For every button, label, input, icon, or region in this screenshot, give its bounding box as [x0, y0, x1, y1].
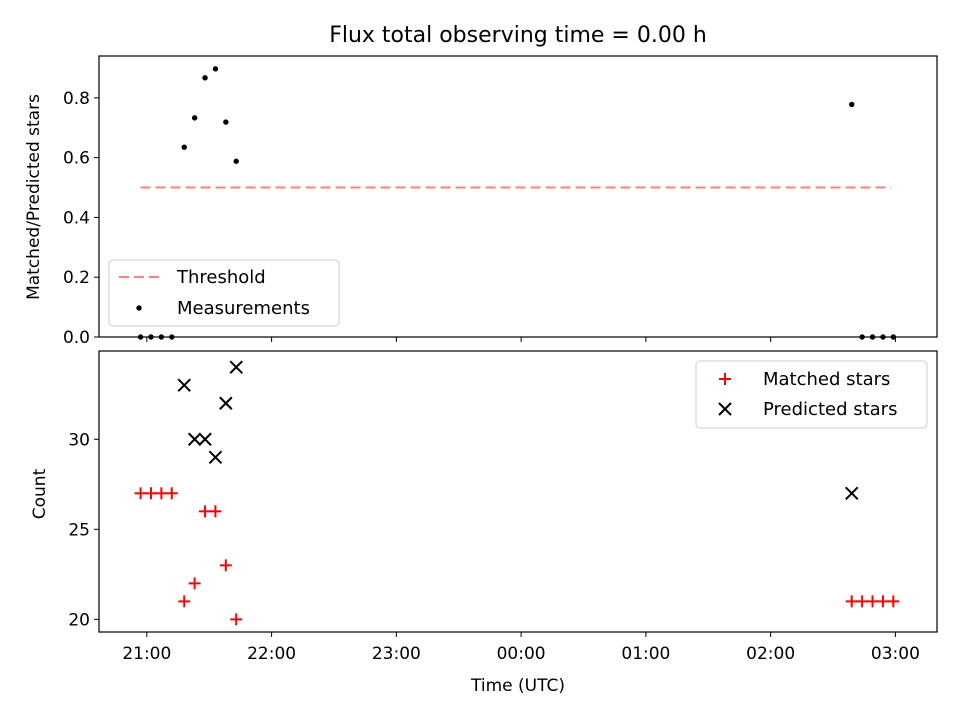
predicted-stars-point [219, 396, 233, 410]
top-y-tick-label: 0.4 [63, 208, 90, 228]
top-legend: Threshold Measurements [108, 259, 340, 327]
measurement-point [869, 334, 876, 340]
matched-stars-point [209, 505, 222, 518]
measurement-point [158, 334, 165, 340]
bottom-y-tick-label: 30 [68, 430, 90, 450]
top-x-ticks [146, 337, 896, 342]
legend-measurements-swatch [136, 305, 142, 311]
matched-stars-point [219, 559, 232, 572]
matched-stars-point [230, 613, 243, 626]
bottom-x-ticks: 21:00 22:00 23:00 00:00 01:00 02:00 03:00 [122, 632, 920, 664]
bottom-y-tick-label: 20 [68, 610, 90, 630]
measurement-point [859, 334, 865, 340]
legend-predicted-label: Predicted stars [763, 399, 897, 420]
measurement-point [148, 334, 154, 340]
x-axis-label: Time (UTC) [470, 676, 565, 696]
matched-stars-point [887, 595, 900, 608]
bottom-legend: Matched stars Predicted stars [695, 360, 928, 429]
measurement-point [181, 144, 187, 150]
measurement-point [849, 101, 855, 108]
bottom-y-tick-label: 25 [68, 520, 90, 540]
top-y-tick-label: 0.2 [63, 268, 90, 288]
legend-predicted-swatch [718, 402, 732, 416]
bottom-y-axis-label: Count [30, 468, 50, 519]
matched-stars-point [876, 595, 889, 608]
predicted-stars-point [845, 486, 859, 501]
x-tick-label: 03:00 [871, 644, 920, 664]
measurement-point [169, 334, 175, 340]
predicted-stars-point [229, 360, 243, 374]
top-y-tick-label: 0.6 [63, 149, 90, 169]
chart-title: Flux total observing time = 0.00 h [329, 23, 707, 48]
matched-stars-point [856, 595, 869, 608]
matched-stars-point [188, 577, 201, 590]
top-y-tick-label: 0.8 [63, 89, 90, 109]
bottom-legend-box [695, 360, 928, 429]
measurement-point [191, 115, 198, 121]
matched-stars-point [178, 595, 191, 608]
x-tick-label: 22:00 [247, 644, 296, 664]
matched-stars-point [144, 487, 157, 500]
top-axes-frame [98, 55, 938, 338]
top-series [137, 66, 897, 340]
x-tick-label: 21:00 [122, 644, 171, 664]
measurement-point [890, 334, 897, 340]
x-tick-label: 00:00 [497, 644, 546, 664]
legend-matched-swatch [719, 373, 731, 385]
measurement-point [137, 334, 144, 340]
bottom-series [134, 360, 900, 626]
legend-measurements-label: Measurements [177, 298, 310, 319]
matched-stars-point [845, 595, 858, 608]
top-y-axis-label: Matched/Predicted stars [24, 94, 44, 300]
matched-stars-point [155, 487, 168, 500]
x-tick-label: 23:00 [372, 644, 421, 664]
predicted-stars-point [208, 450, 223, 464]
matched-stars-point [165, 487, 178, 500]
top-legend-box [108, 259, 340, 327]
top-y-ticks: 0.0 0.2 0.4 0.6 0.8 [63, 89, 99, 348]
predicted-stars-point [187, 432, 202, 446]
measurement-point [233, 158, 239, 164]
top-y-tick-label: 0.0 [63, 328, 90, 348]
predicted-stars-point [177, 378, 191, 392]
x-tick-label: 01:00 [621, 644, 670, 664]
matched-stars-point [866, 595, 879, 608]
legend-threshold-label: Threshold [176, 267, 266, 288]
legend-matched-label: Matched stars [763, 369, 890, 390]
measurement-point [202, 75, 208, 81]
measurement-point [223, 119, 229, 125]
bottom-axes-frame [98, 350, 938, 633]
predicted-stars-point [198, 432, 212, 446]
measurement-point [212, 66, 219, 72]
x-tick-label: 02:00 [746, 644, 795, 664]
matched-stars-point [134, 487, 147, 500]
measurement-point [880, 334, 886, 340]
bottom-y-ticks: 20 25 30 [68, 430, 99, 630]
matched-stars-point [199, 505, 212, 518]
